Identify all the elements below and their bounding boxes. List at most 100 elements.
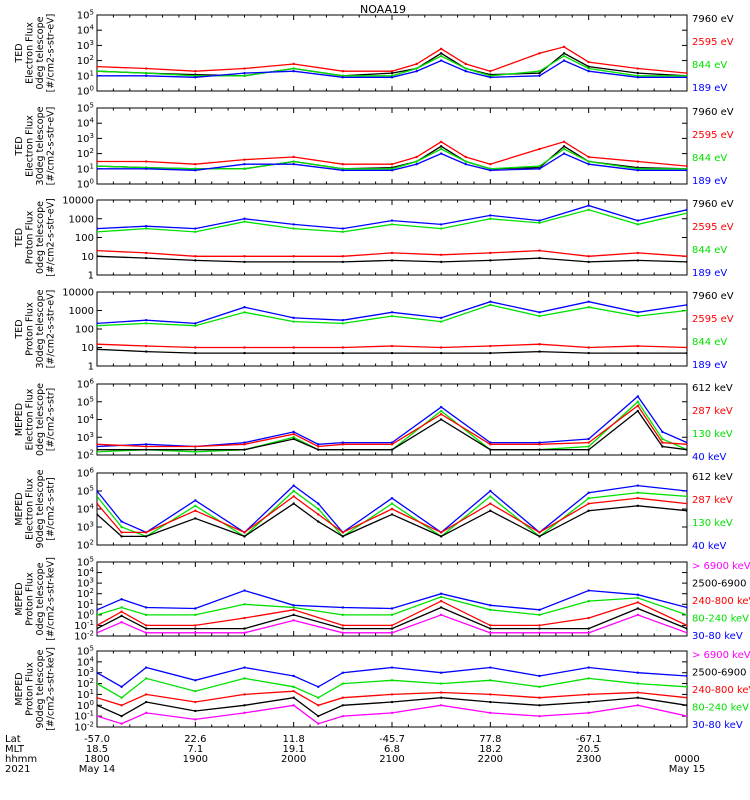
data-point — [636, 400, 640, 403]
data-point — [243, 589, 246, 592]
data-point — [292, 608, 295, 612]
data-point — [636, 671, 640, 674]
data-point — [538, 74, 541, 78]
data-point — [390, 219, 394, 222]
data-point — [390, 627, 394, 630]
legend-entry: 189 eV — [692, 176, 727, 187]
data-point — [685, 208, 687, 212]
data-point — [144, 225, 148, 228]
legend-entry: 7960 eV — [692, 107, 734, 118]
data-point — [489, 169, 492, 172]
data-point — [292, 351, 295, 355]
data-point — [243, 603, 246, 606]
data-point — [587, 496, 590, 500]
data-point — [489, 489, 492, 493]
data-point — [144, 322, 148, 325]
x-row-value: 77.8 — [479, 734, 501, 745]
data-point — [292, 155, 295, 159]
y-axis-label: MEPEDElectron Flux0deg telescope[#/cm2-s… — [14, 383, 57, 456]
data-point — [144, 631, 148, 635]
data-point — [538, 531, 541, 534]
data-point — [341, 606, 345, 609]
y-tick-label: 105 — [77, 9, 94, 22]
y-tick-label: 104 — [77, 413, 95, 426]
data-point — [97, 495, 99, 498]
data-point — [243, 74, 246, 78]
data-point — [144, 67, 148, 70]
data-point — [390, 163, 394, 166]
data-point — [144, 350, 148, 353]
y-tick-label: 103 — [77, 132, 94, 145]
data-point — [685, 76, 687, 79]
data-point — [587, 300, 590, 303]
legend-entry: 2595 eV — [692, 130, 734, 141]
data-point — [636, 404, 640, 407]
data-point — [562, 147, 566, 151]
legend-entry: > 6900 keV — [692, 561, 750, 572]
data-point — [685, 696, 687, 699]
data-point — [636, 596, 640, 600]
data-point — [636, 504, 640, 508]
data-point — [243, 220, 246, 223]
data-point — [390, 693, 394, 696]
data-point — [390, 76, 394, 79]
data-point — [292, 260, 295, 264]
y-tick-label: 10000 — [62, 196, 94, 207]
panel-ted-proton-30deg: 1 10 100 1000 10000 TEDProton Flux30deg teles… — [14, 288, 734, 373]
panel-frame — [96, 107, 688, 185]
data-point — [243, 627, 246, 630]
data-point — [464, 70, 467, 73]
data-point — [538, 256, 541, 260]
data-point — [538, 249, 541, 252]
data-point — [636, 691, 640, 694]
data-point — [685, 627, 687, 630]
data-point — [390, 624, 394, 627]
data-point — [415, 70, 418, 73]
data-point — [97, 448, 99, 451]
data-point — [97, 450, 99, 454]
data-point — [194, 448, 197, 451]
data-point — [341, 255, 345, 258]
data-point — [120, 714, 123, 718]
data-point — [587, 627, 590, 630]
y-tick-label: 105 — [77, 395, 94, 408]
x-row-value: 22.6 — [184, 734, 206, 745]
data-point — [390, 223, 394, 226]
data-point — [120, 685, 123, 689]
data-point — [194, 227, 197, 230]
data-point — [562, 145, 566, 148]
legend-entry: 40 keV — [692, 452, 726, 463]
legend-entry: 80-240 keV — [692, 703, 749, 714]
legend-entry: > 6900 keV — [692, 650, 750, 661]
data-point — [194, 709, 197, 713]
data-point — [194, 499, 197, 502]
data-point — [562, 59, 566, 62]
y-tick-label: 1000 — [69, 214, 94, 225]
data-point — [439, 145, 443, 148]
data-point — [120, 531, 123, 534]
panel-frame — [96, 291, 688, 367]
data-point — [685, 443, 687, 446]
data-point — [661, 441, 664, 444]
series-line-189-ev — [97, 59, 687, 78]
data-point — [292, 436, 295, 439]
data-point — [439, 613, 443, 617]
x-row-value: 2200 — [478, 754, 503, 765]
data-point — [390, 507, 394, 511]
y-tick-label: 10 — [81, 252, 94, 263]
data-point — [144, 700, 148, 704]
data-point — [538, 147, 541, 151]
data-point — [390, 607, 394, 610]
series-group — [97, 484, 687, 538]
data-point — [439, 704, 443, 707]
data-point — [317, 685, 320, 689]
data-point — [562, 152, 566, 155]
data-point — [489, 631, 492, 635]
data-point — [685, 495, 687, 498]
data-point — [538, 70, 541, 73]
data-point — [636, 601, 640, 604]
data-point — [243, 167, 246, 170]
data-point — [341, 441, 345, 444]
data-point — [292, 223, 295, 226]
